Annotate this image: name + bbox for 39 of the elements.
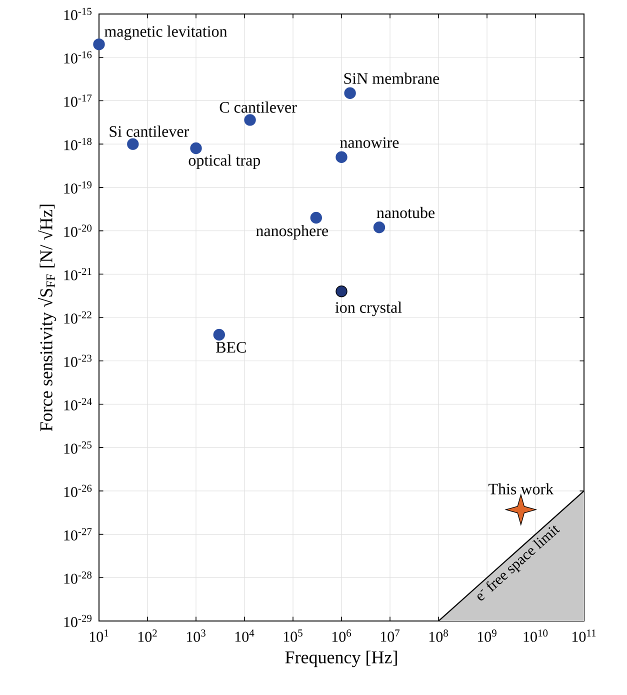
annotation: magnetic levitation <box>104 26 228 40</box>
y-tick-label: 10$^{-26}$ <box>64 484 92 498</box>
y-tick-label: 10$^{-19}$ <box>64 181 92 194</box>
y-tick-label: 10$^{-22}$ <box>64 311 92 324</box>
annotation: ion crystal <box>335 302 402 316</box>
y-tick-label: 10$^{-27}$ <box>64 528 92 540</box>
x-tick-label: 10$^{6}$ <box>332 630 352 642</box>
y-tick-label: 10$^{-24}$ <box>64 398 92 410</box>
y-axis-title: Force sensitivity √S$_{FF}$ [N/ √Hz] <box>38 204 56 432</box>
y-tick-label: 10$^{-15}$ <box>64 8 92 20</box>
x-tick-label: 10$^{7}$ <box>380 630 400 642</box>
y-tick-label: 10$^{-18}$ <box>64 138 92 150</box>
x-tick-label: 10$^{3}$ <box>186 630 206 642</box>
x-tick-label: 10$^{10}$ <box>524 630 548 642</box>
y-tick-label: 10$^{-29}$ <box>64 614 92 628</box>
y-tick-label: 10$^{-28}$ <box>64 571 92 584</box>
x-tick-label: 10$^{1}$ <box>90 630 108 642</box>
annotation: C cantilever <box>220 102 297 113</box>
x-tick-label: 10$^{11}$ <box>572 630 596 642</box>
y-tick-label: 10$^{-20}$ <box>64 224 92 237</box>
annotation: nanowire <box>340 137 399 148</box>
x-tick-label: 10$^{2}$ <box>138 630 157 642</box>
y-tick-label: 10$^{-25}$ <box>64 441 92 454</box>
x-tick-label: 10$^{4}$ <box>235 630 254 642</box>
annotation: optical trap <box>188 154 260 169</box>
x-tick-label: 10$^{5}$ <box>284 630 302 642</box>
x-tick-label: 10$^{9}$ <box>478 630 496 642</box>
y-tick-label: 10$^{-21}$ <box>64 268 92 280</box>
x-tick-label: 10$^{8}$ <box>429 630 448 642</box>
annotation: nanosphere <box>256 224 328 240</box>
annotation: BEC <box>216 342 246 353</box>
y-tick-label: 10$^{-23}$ <box>64 354 92 368</box>
annotation: This work <box>488 483 554 494</box>
y-tick-label: 10$^{-16}$ <box>64 51 92 64</box>
annotation: nanotube <box>376 206 435 218</box>
annotation: Si cantilever <box>110 126 189 137</box>
y-tick-label: 10$^{-17}$ <box>64 94 92 107</box>
x-axis-title: Frequency [Hz] <box>285 650 397 668</box>
annotation: SiN membrane <box>344 72 440 84</box>
